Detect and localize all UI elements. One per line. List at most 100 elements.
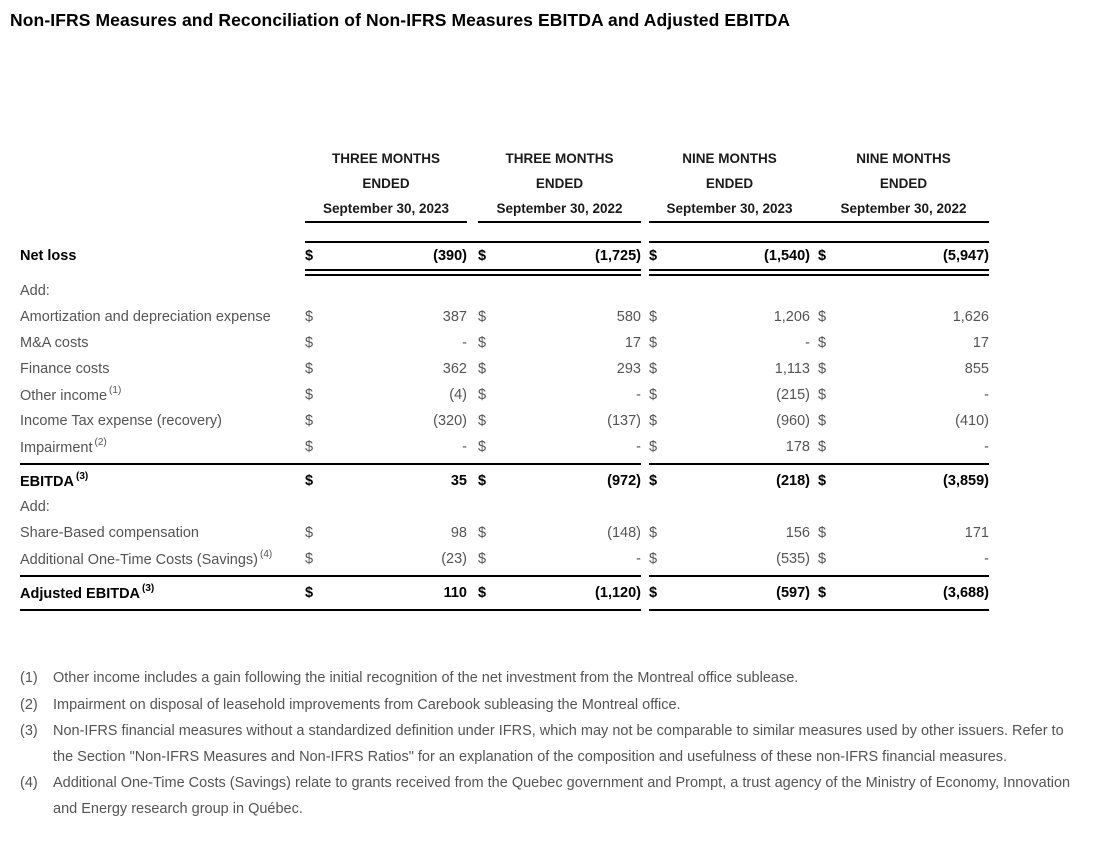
cell-other-income-col3: $ (215) xyxy=(649,387,810,403)
currency-symbol: $ xyxy=(478,309,487,325)
cell-value: - xyxy=(462,335,467,351)
table-row-add-2: Add: xyxy=(20,494,989,520)
currency-symbol: $ xyxy=(649,361,658,377)
page-title: Non-IFRS Measures and Reconciliation of … xyxy=(10,10,791,30)
footnote-reference: (4) xyxy=(260,549,273,561)
cell-other-income-col2: $ - xyxy=(478,387,641,403)
cell-value: - xyxy=(462,439,467,455)
row-label: Add: xyxy=(20,499,50,515)
cell-additional-one-time-costs-col2: $ - xyxy=(478,551,641,567)
header-ended: ENDED xyxy=(879,176,928,191)
cell-value: 17 xyxy=(972,335,989,351)
cell-other-income-col1: $ (4) xyxy=(305,387,467,403)
currency-symbol: $ xyxy=(649,413,658,429)
cell-adjusted-ebitda-col4: $ (3,688) xyxy=(818,585,989,601)
footnote-number: (3) xyxy=(20,723,38,739)
cell-ebitda-col3: $ (218) xyxy=(649,473,810,489)
cell-ma-costs-col1: $ - xyxy=(305,335,467,351)
cell-value: 171 xyxy=(964,525,989,541)
cell-value: - xyxy=(636,387,641,403)
cell-value: (3,859) xyxy=(943,473,989,489)
footnote-1: (1) Other income includes a gain followi… xyxy=(20,666,1086,692)
cell-value: (215) xyxy=(776,387,810,403)
currency-symbol: $ xyxy=(649,473,658,489)
footnotes-section: (1) Other income includes a gain followi… xyxy=(20,666,1086,823)
cell-finance-costs-col3: $1,113 xyxy=(649,361,810,377)
cell-ebitda-col4: $ (3,859) xyxy=(818,473,989,489)
currency-symbol: $ xyxy=(305,248,314,264)
table-row-ebitda: EBITDA (3) $35 $ (972) $ (218) $ (3,859) xyxy=(20,468,989,494)
cell-ebitda-col2: $ (972) xyxy=(478,473,641,489)
cell-value: (972) xyxy=(607,473,641,489)
cell-value: (3,688) xyxy=(943,585,989,601)
cell-adjusted-ebitda-col1: $110 xyxy=(305,585,467,601)
footnote-3: (3) Non-IFRS financial measures without … xyxy=(20,719,1086,770)
header-date: September 30, 2023 xyxy=(666,201,793,216)
currency-symbol: $ xyxy=(818,309,827,325)
column-header-9m-2022: NINE MONTHS ENDED September 30, 2022 xyxy=(818,146,989,221)
currency-symbol: $ xyxy=(818,413,827,429)
table-row-income-tax: Income Tax expense (recovery) $ (320) $ (137… xyxy=(20,408,989,434)
table-row-amortization-depreciation: Amortization and depreciation expense $38… xyxy=(20,304,989,330)
row-label: Other income (1) xyxy=(20,385,122,404)
cell-additional-one-time-costs-col3: $ (535) xyxy=(649,551,810,567)
cell-value: (410) xyxy=(955,413,989,429)
cell-income-tax-col3: $ (960) xyxy=(649,413,810,429)
single-rule xyxy=(20,463,989,465)
currency-symbol: $ xyxy=(649,309,658,325)
currency-symbol: $ xyxy=(478,585,487,601)
currency-symbol: $ xyxy=(478,335,487,351)
header-period: NINE MONTHS xyxy=(682,151,777,166)
cell-additional-one-time-costs-col1: $ (23) xyxy=(305,551,467,567)
row-label: Income Tax expense (recovery) xyxy=(20,413,223,429)
currency-symbol: $ xyxy=(818,248,827,264)
cell-finance-costs-col2: $293 xyxy=(478,361,641,377)
cell-income-tax-col4: $ (410) xyxy=(818,413,989,429)
currency-symbol: $ xyxy=(818,551,827,567)
currency-symbol: $ xyxy=(305,551,314,567)
table-row-adjusted-ebitda: Adjusted EBITDA (3) $110 $ (1,120) $ (597) $ (3,… xyxy=(20,580,989,606)
currency-symbol: $ xyxy=(818,585,827,601)
cell-value: 580 xyxy=(616,309,641,325)
header-ended: ENDED xyxy=(705,176,754,191)
cell-value: (137) xyxy=(607,413,641,429)
header-date: September 30, 2022 xyxy=(840,201,967,216)
row-label: Adjusted EBITDA (3) xyxy=(20,583,155,602)
cell-net-loss-col2: $ (1,725) xyxy=(478,248,641,264)
row-label: Amortization and depreciation expense xyxy=(20,309,271,325)
table-row-share-based-compensation: Share-Based compensation $98 $ (148) $156 $17… xyxy=(20,520,989,546)
cell-finance-costs-col4: $855 xyxy=(818,361,989,377)
column-header-9m-2023: NINE MONTHS ENDED September 30, 2023 xyxy=(649,146,810,221)
cell-impairment-col1: $ - xyxy=(305,439,467,455)
cell-value: 1,626 xyxy=(952,309,989,325)
cell-adjusted-ebitda-col2: $ (1,120) xyxy=(478,585,641,601)
footnote-reference: (3) xyxy=(142,583,155,595)
currency-symbol: $ xyxy=(305,413,314,429)
cell-value: 17 xyxy=(624,335,641,351)
currency-symbol: $ xyxy=(305,361,314,377)
cell-impairment-col3: $178 xyxy=(649,439,810,455)
currency-symbol: $ xyxy=(478,551,487,567)
currency-symbol: $ xyxy=(305,439,314,455)
row-label: Share-Based compensation xyxy=(20,525,199,541)
cell-share-based-compensation-col1: $98 xyxy=(305,525,467,541)
footnote-reference: (2) xyxy=(94,437,107,449)
table-row-additional-one-time-costs: Additional One-Time Costs (Savings) (4) $ (… xyxy=(20,546,989,572)
currency-symbol: $ xyxy=(818,525,827,541)
currency-symbol: $ xyxy=(478,413,487,429)
table-row-ma-costs: M&A costs $ - $17 $ - $17 xyxy=(20,330,989,356)
footnote-text: Non-IFRS financial measures without a st… xyxy=(53,723,1064,765)
cell-value: - xyxy=(984,387,989,403)
currency-symbol: $ xyxy=(305,387,314,403)
currency-symbol: $ xyxy=(649,551,658,567)
header-ended: ENDED xyxy=(362,176,410,191)
cell-net-loss-col3: $ (1,540) xyxy=(649,248,810,264)
cell-income-tax-col1: $ (320) xyxy=(305,413,467,429)
cell-value: - xyxy=(984,439,989,455)
cell-additional-one-time-costs-col4: $ - xyxy=(818,551,989,567)
currency-symbol: $ xyxy=(478,361,487,377)
currency-symbol: $ xyxy=(649,585,658,601)
cell-value: - xyxy=(984,551,989,567)
header-date: September 30, 2022 xyxy=(496,201,623,216)
